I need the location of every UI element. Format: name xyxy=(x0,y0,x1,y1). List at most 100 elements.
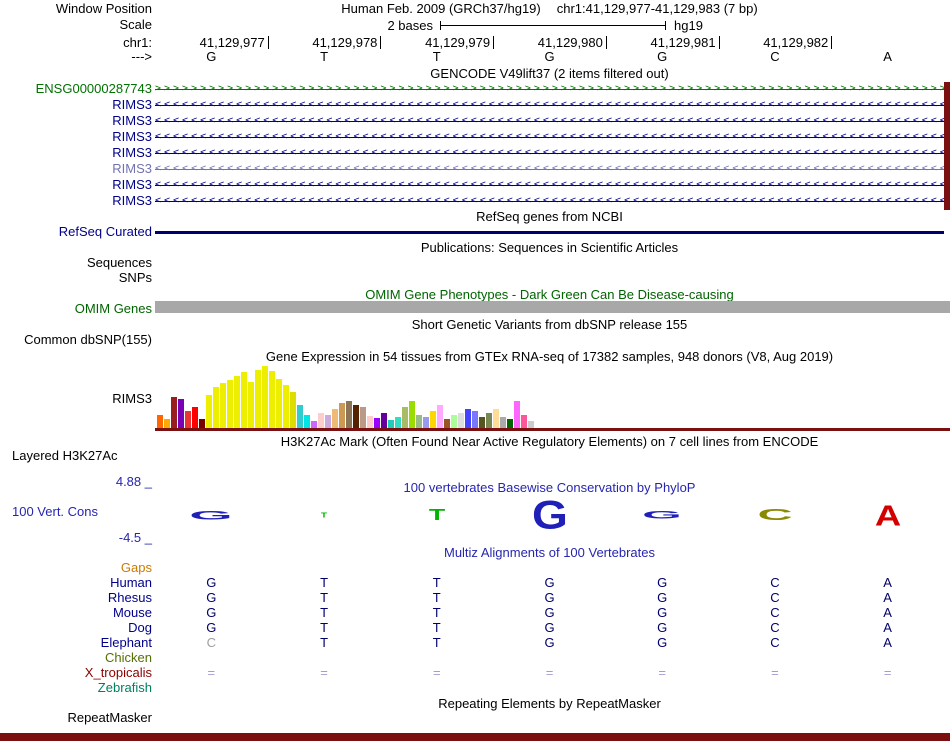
conservation-track-label[interactable]: 100 Vert. Cons xyxy=(12,504,98,519)
dbsnp-track-header[interactable]: Short Genetic Variants from dbSNP releas… xyxy=(411,317,688,332)
assembly-text: Human Feb. 2009 (GRCh37/hg19) xyxy=(341,1,541,16)
repeatmasker-track-header[interactable]: Repeating Elements by RepeatMasker xyxy=(438,696,661,711)
refseq-curated-gene-bar[interactable] xyxy=(155,231,944,234)
gene-model-row[interactable]: <<<<<<<<<<<<<<<<<<<<<<<<<<<<<<<<<<<<<<<<… xyxy=(155,97,944,113)
species-label[interactable]: Chicken xyxy=(105,650,152,665)
gtex-bar xyxy=(493,409,499,428)
gene-model-row[interactable]: <<<<<<<<<<<<<<<<<<<<<<<<<<<<<<<<<<<<<<<<… xyxy=(155,193,944,209)
species-label[interactable]: Zebrafish xyxy=(97,680,152,695)
refseq-track-header[interactable]: RefSeq genes from NCBI xyxy=(476,209,623,224)
alignment-base: C xyxy=(770,605,780,620)
coordinate-label: 41,129,978 xyxy=(312,35,378,50)
gtex-bar xyxy=(360,407,366,428)
gtex-track-header[interactable]: Gene Expression in 54 tissues from GTEx … xyxy=(265,349,834,364)
gene-model-row[interactable]: <<<<<<<<<<<<<<<<<<<<<<<<<<<<<<<<<<<<<<<<… xyxy=(155,145,944,161)
coordinate-label: 41,129,981 xyxy=(650,35,716,50)
gtex-bar xyxy=(465,409,471,428)
publications-track-header[interactable]: Publications: Sequences in Scientific Ar… xyxy=(420,240,679,255)
svg-text:G: G xyxy=(532,498,568,531)
gencode-track-header[interactable]: GENCODE V49lift37 (2 items filtered out) xyxy=(430,66,669,81)
gene-label[interactable]: RIMS3 xyxy=(112,193,152,208)
gene-label[interactable]: RIMS3 xyxy=(112,113,152,128)
alignment-base: C xyxy=(770,590,780,605)
conservation-max-label: 4.88 _ xyxy=(115,474,152,489)
alignment-base: C xyxy=(206,635,217,650)
conservation-letter: T xyxy=(320,512,328,518)
snps-track-label[interactable]: SNPs xyxy=(118,270,152,285)
gene-model-row[interactable]: <<<<<<<<<<<<<<<<<<<<<<<<<<<<<<<<<<<<<<<<… xyxy=(155,161,944,177)
alignment-base: G xyxy=(544,590,555,605)
gtex-expression-chart[interactable] xyxy=(155,366,944,431)
gtex-bar xyxy=(402,407,408,428)
gtex-bar xyxy=(283,385,289,428)
gtex-bar xyxy=(346,401,352,428)
gene-model-row[interactable]: <<<<<<<<<<<<<<<<<<<<<<<<<<<<<<<<<<<<<<<<… xyxy=(155,129,944,145)
coordinate-label: 41,129,980 xyxy=(537,35,603,50)
alignment-base: = xyxy=(771,665,779,680)
dbsnp-track-label[interactable]: Common dbSNP(155) xyxy=(24,332,152,347)
species-label[interactable]: Elephant xyxy=(100,635,152,650)
refseq-curated-label[interactable]: RefSeq Curated xyxy=(58,224,152,239)
species-label[interactable]: X_tropicalis xyxy=(84,665,152,680)
coordinate-label: 41,129,977 xyxy=(199,35,265,50)
species-label[interactable]: Gaps xyxy=(120,560,152,575)
gtex-bar xyxy=(416,415,422,428)
scale-bar-left-tick xyxy=(440,21,441,30)
omim-genes-label[interactable]: OMIM Genes xyxy=(74,301,152,316)
gene-label[interactable]: ENSG00000287743 xyxy=(35,81,152,96)
gtex-bar xyxy=(227,380,233,428)
scale-value: 2 bases xyxy=(387,18,433,33)
gtex-bar xyxy=(178,399,184,428)
gtex-bar xyxy=(297,405,303,428)
gtex-bar xyxy=(388,420,394,428)
gene-label[interactable]: RIMS3 xyxy=(112,97,152,112)
conservation-letter: T xyxy=(426,508,448,521)
h3k27ac-track-label[interactable]: Layered H3K27Ac xyxy=(12,448,118,463)
gene-label[interactable]: RIMS3 xyxy=(112,161,152,176)
conservation-min-label: -4.5 _ xyxy=(118,530,152,545)
h3k27ac-track-header[interactable]: H3K27Ac Mark (Often Found Near Active Re… xyxy=(280,434,819,449)
alignment-base: G xyxy=(544,635,555,650)
gtex-bar xyxy=(255,370,261,428)
species-label[interactable]: Rhesus xyxy=(107,590,152,605)
gtex-bar xyxy=(458,413,464,428)
svg-text:T: T xyxy=(429,508,446,521)
repeatmasker-element-bar[interactable] xyxy=(0,733,950,741)
scale-bar xyxy=(440,25,666,26)
chromosome-label: chr1: xyxy=(123,35,152,50)
strand-arrows-icon: <<<<<<<<<<<<<<<<<<<<<<<<<<<<<<<<<<<<<<<<… xyxy=(155,195,944,206)
conservation-track-header[interactable]: 100 vertebrates Basewise Conservation by… xyxy=(403,480,696,495)
gene-label[interactable]: RIMS3 xyxy=(112,177,152,192)
gtex-bar xyxy=(192,407,198,428)
species-label[interactable]: Mouse xyxy=(112,605,152,620)
svg-text:T: T xyxy=(321,512,328,518)
sequences-track-label[interactable]: Sequences xyxy=(86,255,152,270)
species-label[interactable]: Human xyxy=(110,575,152,590)
scale-label: Scale xyxy=(119,17,152,32)
gtex-bar xyxy=(199,419,205,428)
gene-label[interactable]: RIMS3 xyxy=(112,145,152,160)
window-position-label: Window Position xyxy=(55,1,152,16)
position-line: Human Feb. 2009 (GRCh37/hg19) chr1:41,129… xyxy=(155,2,944,16)
omim-genes-bar[interactable] xyxy=(155,301,950,313)
gene-model-row[interactable]: <<<<<<<<<<<<<<<<<<<<<<<<<<<<<<<<<<<<<<<<… xyxy=(155,113,944,129)
gene-model-row[interactable]: >>>>>>>>>>>>>>>>>>>>>>>>>>>>>>>>>>>>>>>>… xyxy=(155,81,944,97)
repeatmasker-track-label[interactable]: RepeatMasker xyxy=(67,710,152,725)
gene-line xyxy=(155,89,944,90)
gtex-bar xyxy=(409,401,415,428)
gene-label[interactable]: RIMS3 xyxy=(112,129,152,144)
alignment-base: = xyxy=(432,665,441,680)
gtex-bar xyxy=(353,405,359,428)
strand-arrows-icon: <<<<<<<<<<<<<<<<<<<<<<<<<<<<<<<<<<<<<<<<… xyxy=(155,147,944,158)
reference-base: C xyxy=(770,49,780,64)
multiz-track-header[interactable]: Multiz Alignments of 100 Vertebrates xyxy=(443,545,655,560)
conservation-letter: G xyxy=(531,498,569,531)
gtex-gene-label[interactable]: RIMS3 xyxy=(112,391,152,406)
reference-base: G xyxy=(206,49,217,64)
gene-model-row[interactable]: <<<<<<<<<<<<<<<<<<<<<<<<<<<<<<<<<<<<<<<<… xyxy=(155,177,944,193)
omim-track-header[interactable]: OMIM Gene Phenotypes - Dark Green Can Be… xyxy=(365,287,734,302)
species-label[interactable]: Dog xyxy=(128,620,152,635)
scale-assembly-tag: hg19 xyxy=(674,18,703,33)
